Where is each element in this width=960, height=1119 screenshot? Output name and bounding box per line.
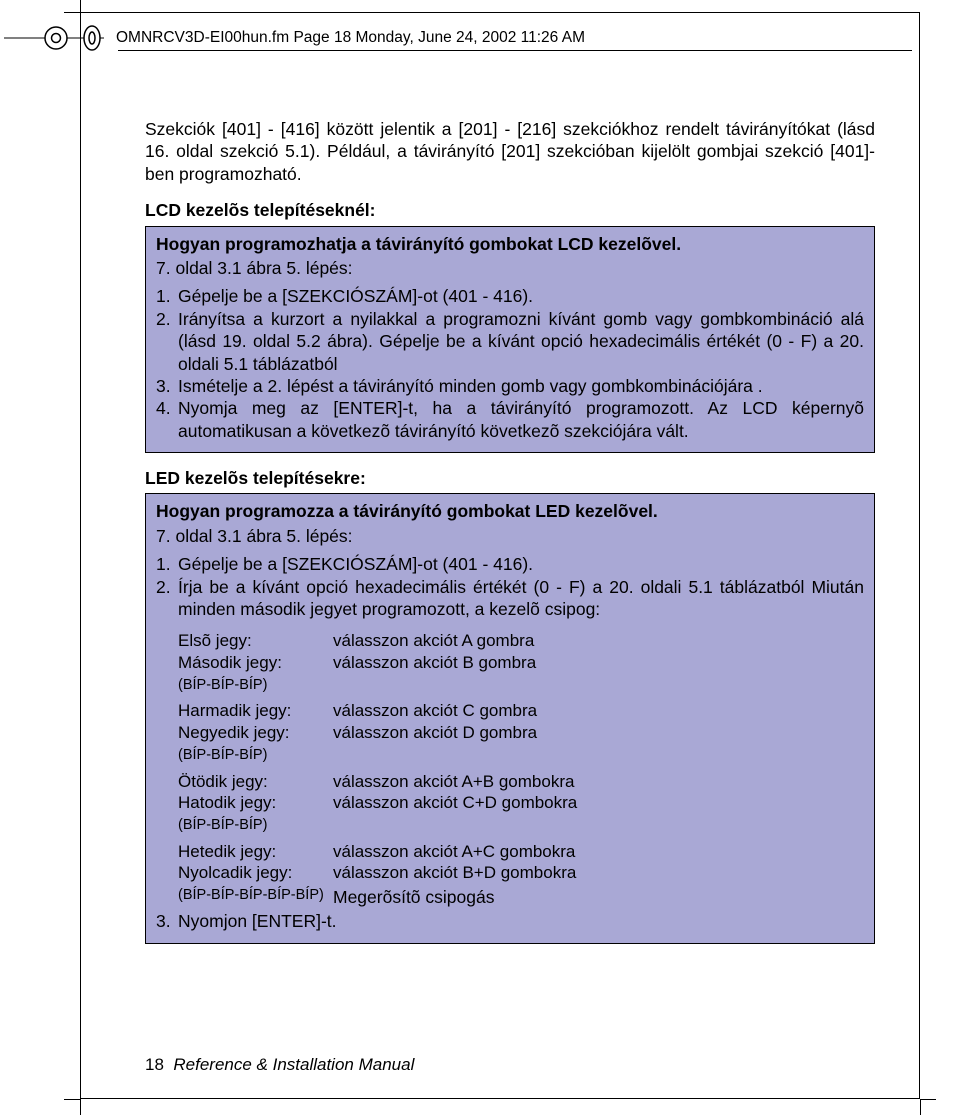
- lcd-box-sub: 7. oldal 3.1 ábra 5. lépés:: [156, 257, 864, 279]
- header-text: OMNRCV3D-EI00hun.fm Page 18 Monday, June…: [110, 29, 585, 47]
- step-text: Nyomja meg az [ENTER]-t, ha a távirányít…: [178, 397, 864, 442]
- step-number: 3.: [156, 375, 178, 397]
- digit-table: Elsõ jegy:válasszon akciót A gombra Máso…: [178, 630, 864, 674]
- step-number: 1.: [156, 553, 178, 575]
- step-number: 2.: [156, 576, 178, 621]
- step-number: 3.: [156, 910, 178, 932]
- beep-sound: (BÍP-BÍP-BÍP): [178, 746, 864, 765]
- lcd-box-title: Hogyan programozhatja a távirányító gomb…: [156, 233, 864, 255]
- step-text: Ismételje a 2. lépést a távirányító mind…: [178, 375, 864, 397]
- step-text: Gépelje be a [SZEKCIÓSZÁM]-ot (401 - 416…: [178, 553, 864, 575]
- beep-sound: (BÍP-BÍP-BÍP): [178, 676, 864, 695]
- led-box-title: Hogyan programozza a távirányító gomboka…: [156, 500, 864, 522]
- header-rule: [118, 50, 912, 51]
- step-text: Nyomjon [ENTER]-t.: [178, 910, 864, 932]
- step-text: Irányítsa a kurzort a nyilakkal a progra…: [178, 308, 864, 375]
- footer: 18 Reference & Installation Manual: [145, 1055, 414, 1075]
- step-text: Gépelje be a [SZEKCIÓSZÁM]-ot (401 - 416…: [178, 285, 864, 307]
- digit-table: Ötödik jegy:válasszon akciót A+B gombokr…: [178, 771, 864, 815]
- step-text: Írja be a kívánt opció hexadecimális ért…: [178, 576, 864, 621]
- beep-sound-confirm: (BÍP-BÍP-BÍP-BÍP-BÍP) Megerõsítõ csipogá…: [178, 886, 864, 908]
- beep-sound: (BÍP-BÍP-BÍP): [178, 816, 864, 835]
- digit-table: Harmadik jegy:válasszon akciót C gombra …: [178, 700, 864, 744]
- led-box: Hogyan programozza a távirányító gomboka…: [145, 493, 875, 943]
- step-number: 4.: [156, 397, 178, 442]
- lcd-box: Hogyan programozhatja a távirányító gomb…: [145, 226, 875, 454]
- page-number: 18: [145, 1055, 164, 1074]
- step-number: 2.: [156, 308, 178, 375]
- led-box-sub: 7. oldal 3.1 ábra 5. lépés:: [156, 525, 864, 547]
- step-number: 1.: [156, 285, 178, 307]
- lcd-heading: LCD kezelõs telepítéseknél:: [145, 199, 875, 221]
- led-heading: LED kezelõs telepítésekre:: [145, 467, 875, 489]
- binder-icon: [0, 24, 110, 52]
- footer-title: Reference & Installation Manual: [173, 1055, 414, 1074]
- intro-paragraph: Szekciók [401] - [416] között jelentik a…: [145, 118, 875, 185]
- digit-table: Hetedik jegy:válasszon akciót A+C gombok…: [178, 841, 864, 885]
